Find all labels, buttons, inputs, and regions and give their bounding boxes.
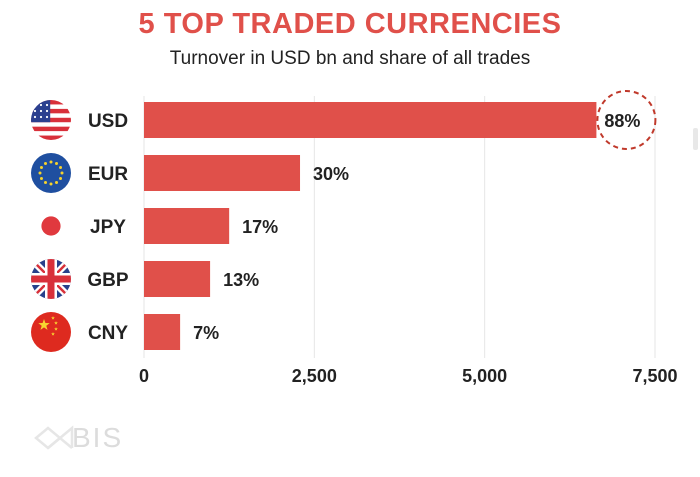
bis-logo-icon: [34, 425, 74, 450]
data-label: 88%: [604, 111, 640, 131]
chart-subtitle: Turnover in USD bn and share of all trad…: [169, 48, 531, 69]
highlight-circle: [596, 90, 657, 150]
us-flag-icon: [31, 100, 71, 140]
data-label: 7%: [193, 323, 219, 343]
bar-eur: [144, 155, 301, 191]
data-label: 17%: [242, 217, 278, 237]
x-tick-label: 7,500: [632, 366, 677, 386]
bar-gbp: [144, 261, 211, 297]
eu-flag-icon: [31, 153, 71, 193]
chart-title: 5 TOP TRADED CURRENCIES: [138, 8, 562, 40]
x-tick-label: 0: [139, 366, 149, 386]
category-label: CNY: [88, 323, 128, 344]
japan-flag-icon: [31, 206, 71, 246]
china-flag-icon: [31, 312, 71, 352]
x-tick-label: 2,500: [292, 366, 337, 386]
bis-logo-text: BIS: [72, 422, 124, 453]
x-tick-label: 5,000: [462, 366, 507, 386]
category-label: GBP: [87, 270, 129, 291]
category-label: EUR: [88, 164, 128, 185]
edge-fragment: [693, 128, 698, 150]
uk-flag-icon: [31, 259, 71, 299]
bar-usd: [144, 102, 597, 138]
data-label: 30%: [313, 164, 349, 184]
data-label: 13%: [223, 270, 259, 290]
bar-jpy: [144, 208, 230, 244]
bar-cny: [144, 314, 181, 350]
category-label: JPY: [90, 217, 126, 238]
category-label: USD: [88, 111, 128, 132]
